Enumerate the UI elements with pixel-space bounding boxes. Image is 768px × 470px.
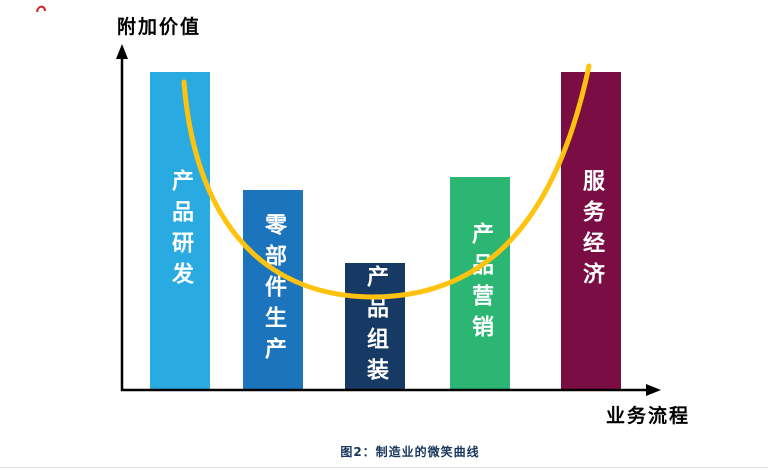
bar-label: 产品组装 xyxy=(363,264,388,389)
bar-label: 产品研发 xyxy=(168,169,193,293)
y-axis-label: 附加价值 xyxy=(117,16,202,38)
bar-1: 产品研发 xyxy=(150,72,210,390)
x-axis-label: 业务流程 xyxy=(606,405,691,427)
bar-5: 服务经济 xyxy=(561,72,621,390)
bar-2: 零部件生产 xyxy=(243,190,303,390)
bar-4: 产品营销 xyxy=(450,177,510,390)
bar-label: 服务经济 xyxy=(579,169,604,293)
chart-caption: 图2：制造业的微笑曲线 xyxy=(340,445,480,459)
bar-label: 产品营销 xyxy=(468,221,493,346)
bar-label: 零部件生产 xyxy=(261,212,286,368)
page-bottom-divider xyxy=(0,467,768,468)
bar-3: 产品组装 xyxy=(345,263,405,390)
